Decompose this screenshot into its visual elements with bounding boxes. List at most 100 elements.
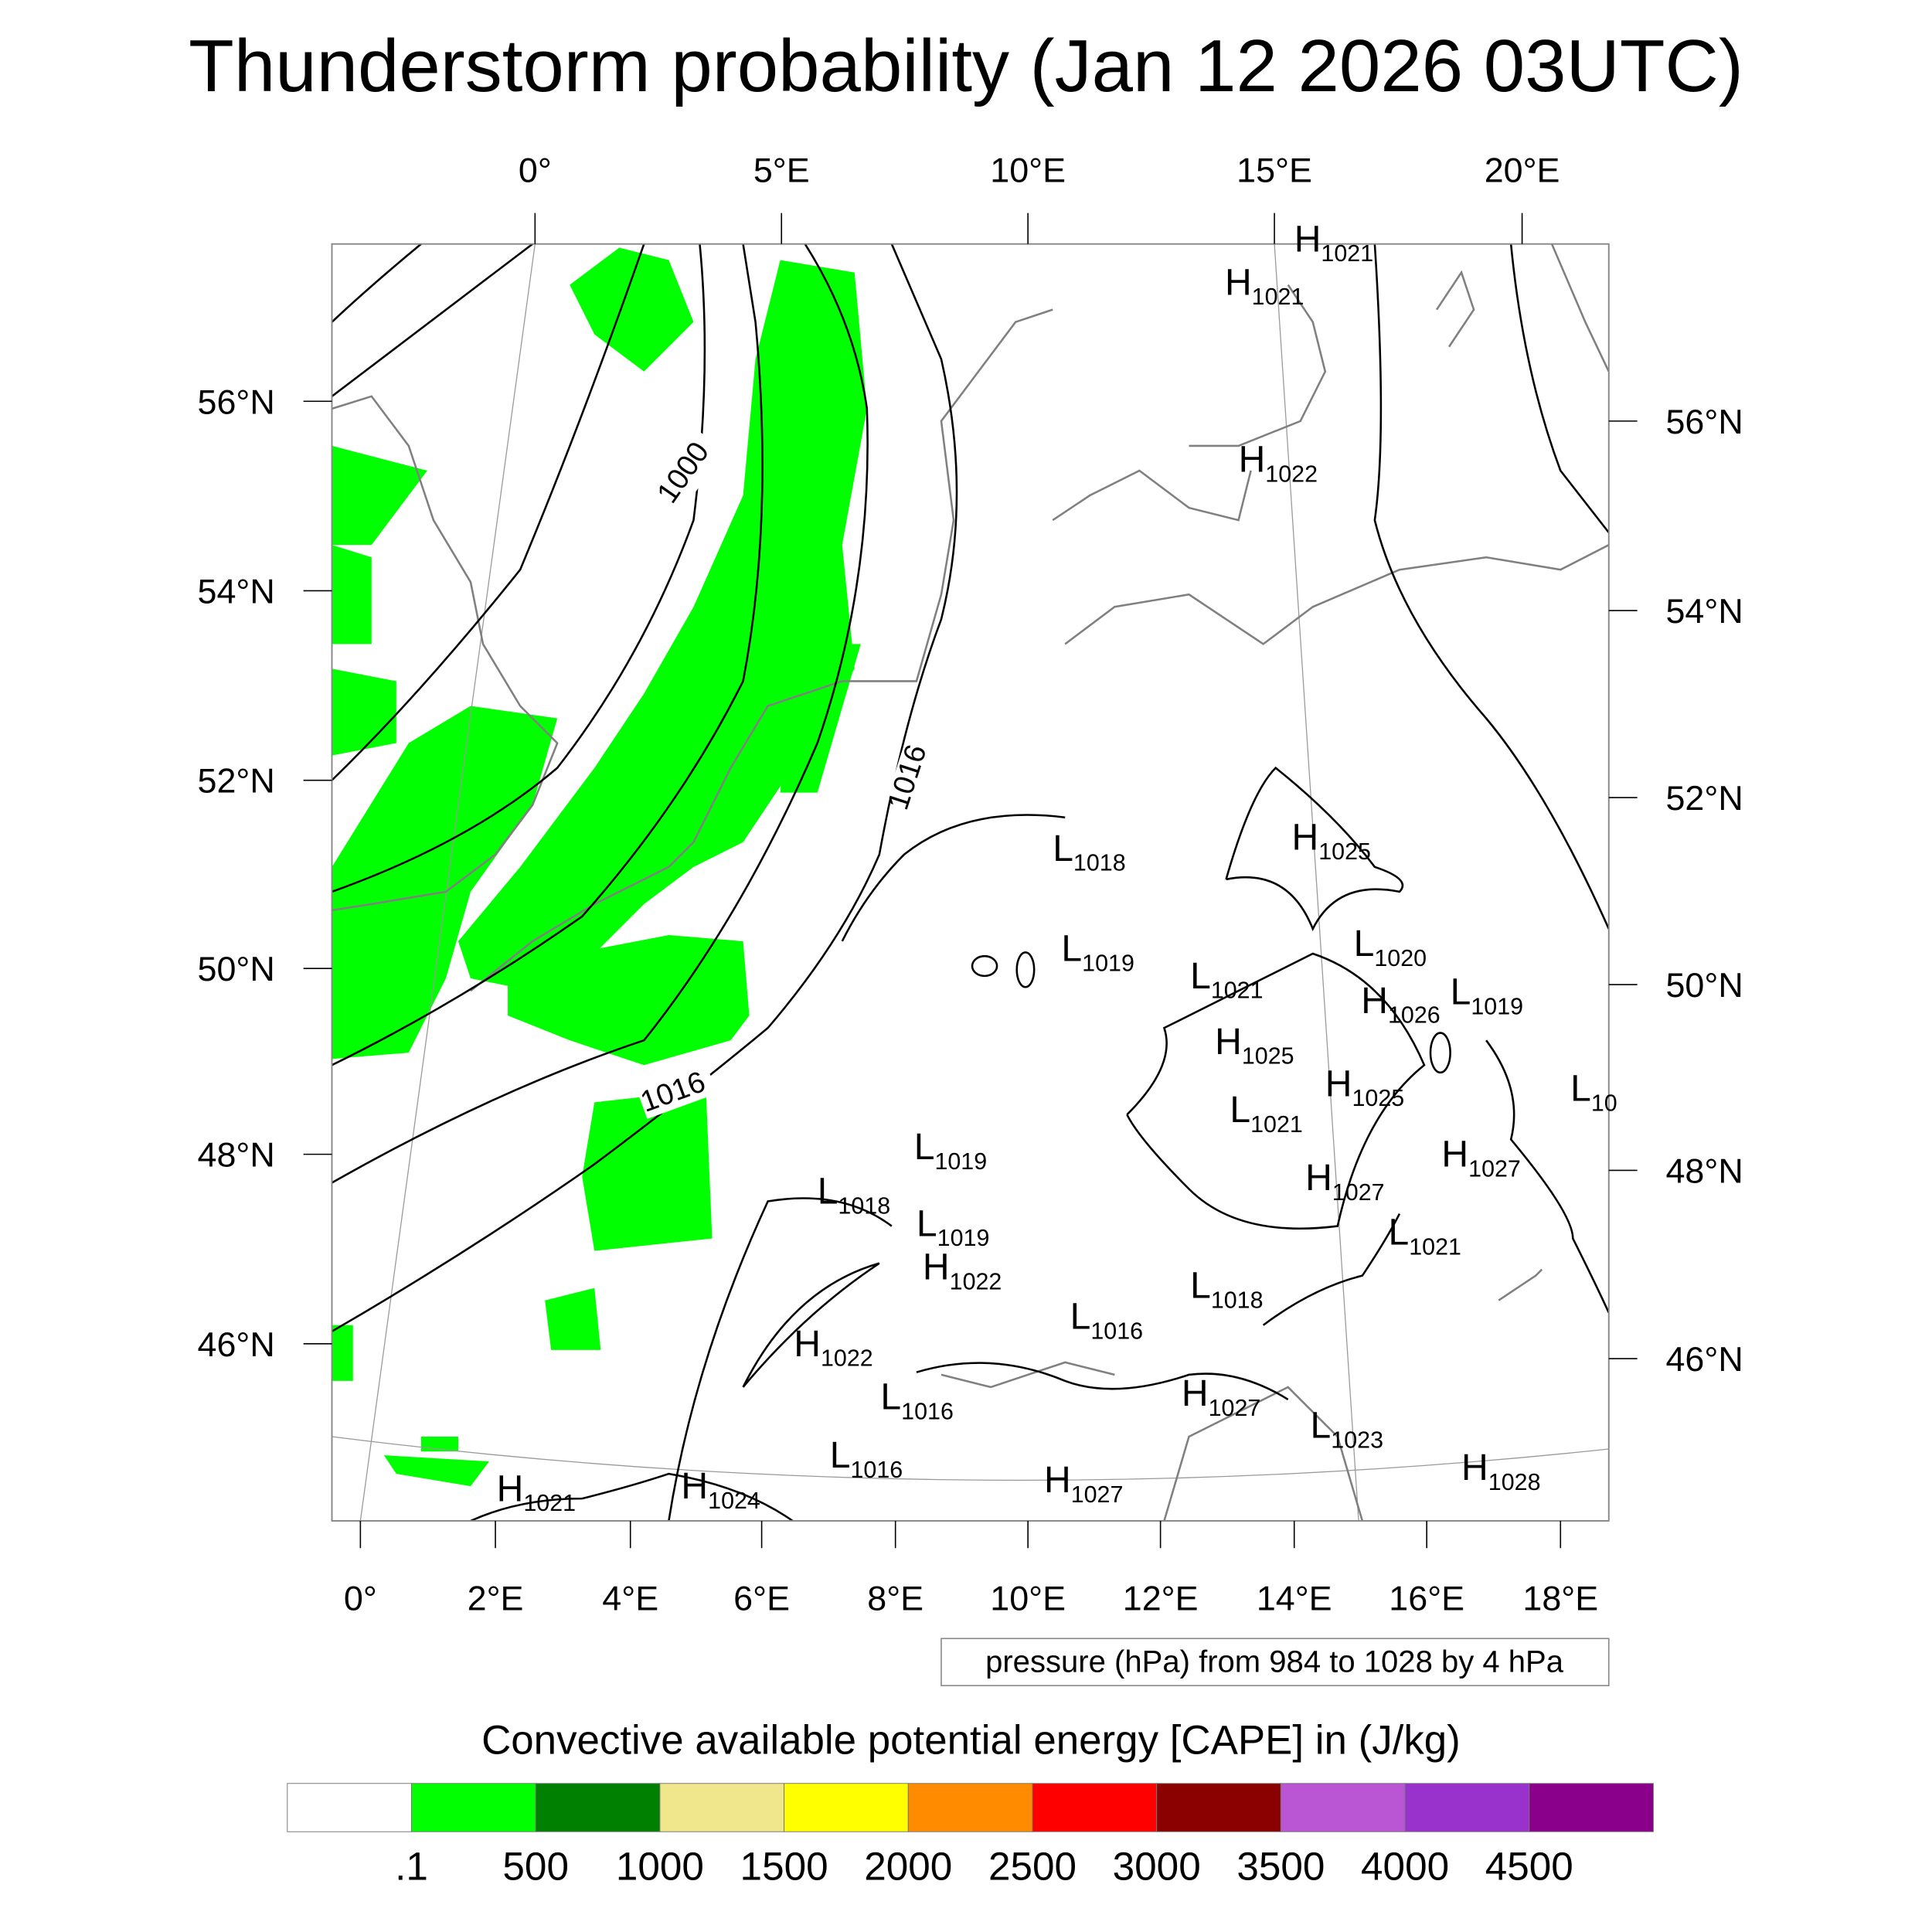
colorbar-label: 1500 [740,1845,828,1889]
tick-label: 48°N [198,1135,275,1175]
colorbar-swatch [1032,1783,1158,1832]
low-pressure-label: L1018 [818,1171,890,1219]
high-pressure-label: H1022 [923,1246,1002,1294]
low-pressure-label: L1019 [1061,928,1134,977]
low-pressure-label: L1016 [880,1376,953,1425]
colorbar-label: 3500 [1236,1845,1325,1889]
cape-fill [332,247,867,1487]
cape-region [570,247,694,372]
bottom-longitude-labels: 0° 2°E 4°E 6°E 8°E 10°E 12°E 14°E 16°E 1… [344,1578,1598,1617]
colorbar-swatch [1280,1783,1406,1832]
cape-region [332,545,372,645]
high-pressure-label: H1025 [1325,1063,1404,1111]
colorbar-swatch [287,1783,412,1832]
colorbar [287,1783,1654,1832]
isobars [332,243,1609,1521]
axis-ticks [303,213,1638,1549]
tick-label: 0° [519,151,552,190]
colorbar-label: 4000 [1361,1845,1449,1889]
plot-frame [331,243,1610,1522]
right-latitude-labels: 56°N 54°N 52°N 50°N 48°N 46°N [1665,402,1743,1379]
high-pressure-label: H1021 [1225,261,1304,310]
cape-region [457,260,867,992]
left-latitude-labels: 56°N 54°N 52°N 50°N 48°N 46°N [198,382,275,1364]
colorbar-label: 3000 [1113,1845,1201,1889]
high-pressure-label: H1024 [681,1465,760,1514]
low-pressure-label: L1023 [1311,1405,1383,1454]
tick-label: 14°E [1257,1578,1332,1617]
colorbar-swatch [1404,1783,1530,1832]
colorbar-labels: .1 500 1000 1500 2000 2500 3000 3500 4000 4500 [395,1845,1573,1889]
tick-label: 10°E [990,1578,1066,1617]
colorbar-label: 2000 [864,1845,952,1889]
high-pressure-label: H1022 [794,1323,872,1372]
colorbar-title: Convective available potential energy [C… [481,1717,1461,1763]
high-pressure-label: H1021 [497,1468,576,1516]
colorbar-swatch [535,1783,661,1832]
colorbar-label: 4500 [1485,1845,1573,1889]
tick-label: 54°N [1665,591,1743,631]
low-pressure-label: L1020 [1354,923,1427,971]
coastlines [332,243,1609,1521]
colorbar-swatch [659,1783,785,1832]
high-pressure-label: H1022 [1239,439,1318,488]
tick-label: 12°E [1123,1578,1199,1617]
tick-label: 46°N [198,1325,275,1364]
contour-info-box [940,1638,1610,1686]
graticule [332,243,1609,1521]
high-pressure-label: H1027 [1305,1157,1384,1206]
tick-label: 50°N [1665,965,1743,1005]
tick-label: 52°N [198,761,275,801]
colorbar-label: .1 [395,1845,428,1889]
tick-label: 5°E [753,151,810,190]
cape-region [545,1287,601,1350]
colorbar-swatch [1156,1783,1281,1832]
page-title: Thunderstorm probability (Jan 12 2026 03… [189,25,1743,107]
tick-label: 50°N [198,949,275,988]
tick-label: 10°E [990,151,1066,190]
low-pressure-label: L1021 [1389,1212,1461,1260]
tick-label: 52°N [1665,778,1743,818]
tick-label: 56°N [198,382,275,421]
colorbar-swatch [907,1783,1033,1832]
tick-label: 4°E [602,1578,658,1617]
tick-label: 48°N [1665,1151,1743,1190]
low-pressure-label: L1016 [1070,1296,1143,1345]
low-pressure-label: L1021 [1190,955,1263,1004]
cape-region [332,1325,353,1381]
cape-region [582,1090,713,1251]
high-pressure-label: H1028 [1461,1447,1540,1495]
tick-label: 8°E [867,1578,923,1617]
tick-label: 46°N [1665,1339,1743,1379]
cape-region [332,445,427,546]
tick-label: 18°E [1522,1578,1598,1617]
high-pressure-label: H1027 [1182,1372,1260,1421]
cape-region [332,706,558,1060]
cape-region [332,668,396,756]
high-pressure-label: H1027 [1441,1134,1520,1182]
low-pressure-label: L1021 [1230,1089,1302,1138]
colorbar-label: 2500 [988,1845,1077,1889]
tick-label: 20°E [1485,151,1560,190]
high-pressure-label: H1027 [1044,1459,1123,1508]
tick-label: 56°N [1665,402,1743,441]
tick-label: 16°E [1389,1578,1464,1617]
colorbar-label: 500 [502,1845,569,1889]
cape-region [383,1455,490,1487]
low-pressure-label: L1016 [830,1434,903,1483]
high-pressure-label: H1026 [1361,980,1440,1029]
low-pressure-label: L1019 [1451,971,1523,1020]
pressure-centers: H1021 H1021 H1022 L1018 H1025 L1019 L1020 L1021… [497,218,1617,1516]
high-pressure-label: H1025 [1292,816,1371,865]
colorbar-swatch [411,1783,536,1832]
low-pressure-label: L1018 [1190,1265,1263,1314]
high-pressure-label: H1025 [1215,1021,1294,1070]
contour-info: pressure (hPa) from 984 to 1028 by 4 hPa [985,1645,1564,1679]
low-pressure-label: L1019 [917,1202,989,1251]
colorbar-label: 1000 [616,1845,704,1889]
colorbar-swatch [784,1783,909,1832]
cape-region [508,934,750,1066]
top-longitude-labels: 0° 5°E 10°E 15°E 20°E [519,151,1560,190]
low-pressure-label: L1019 [914,1126,987,1175]
